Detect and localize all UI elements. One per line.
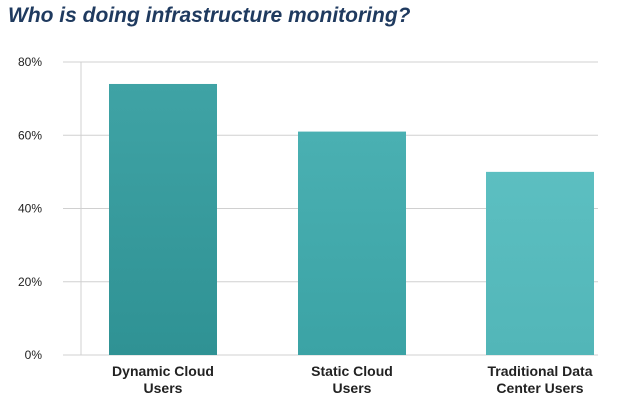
x-tick-label: Static Cloud xyxy=(311,363,393,379)
bar xyxy=(109,83,217,355)
x-tick-label: Center Users xyxy=(496,380,583,396)
bar xyxy=(486,171,594,355)
y-tick-label: 0% xyxy=(25,348,43,362)
x-tick-label: Dynamic Cloud xyxy=(112,363,214,379)
y-tick-label: 40% xyxy=(18,202,42,216)
chart-title: Who is doing infrastructure monitoring? xyxy=(8,4,411,27)
x-tick-label: Users xyxy=(333,380,372,396)
y-tick-label: 60% xyxy=(18,128,42,142)
bar xyxy=(298,131,406,355)
x-tick-label: Users xyxy=(144,380,183,396)
x-tick-label: Traditional Data xyxy=(487,363,592,379)
y-tick-label: 20% xyxy=(18,275,42,289)
y-axis: 0% 20% 40% 60% 80% xyxy=(18,55,82,362)
y-tick-label: 80% xyxy=(18,55,42,69)
bars xyxy=(109,83,594,355)
